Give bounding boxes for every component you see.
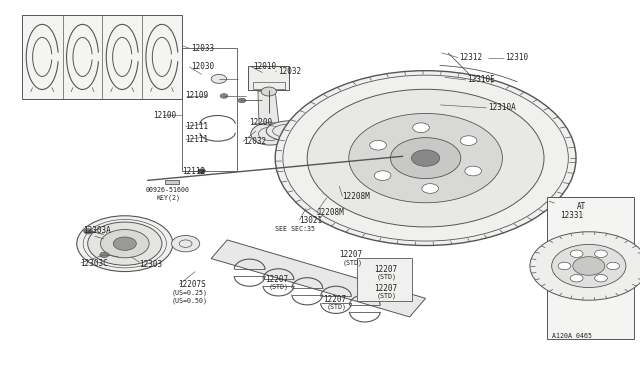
Ellipse shape (311, 142, 361, 163)
Ellipse shape (266, 121, 316, 141)
Text: 12207: 12207 (374, 265, 397, 274)
Circle shape (220, 94, 228, 98)
Text: (STD): (STD) (269, 284, 289, 291)
Circle shape (349, 113, 502, 203)
Text: 12032: 12032 (243, 137, 266, 146)
Circle shape (465, 166, 481, 176)
Text: (STD): (STD) (376, 274, 396, 280)
Circle shape (552, 244, 626, 288)
Circle shape (573, 257, 605, 275)
Circle shape (412, 150, 440, 166)
Circle shape (251, 123, 289, 145)
Bar (357, 258, 412, 301)
Circle shape (607, 262, 620, 270)
Text: 12303: 12303 (140, 260, 163, 269)
Text: 12112: 12112 (182, 167, 205, 176)
Text: 12207: 12207 (339, 250, 362, 259)
Text: (STD): (STD) (342, 259, 362, 266)
Circle shape (307, 89, 544, 227)
Text: 12310E: 12310E (467, 76, 495, 84)
Polygon shape (258, 91, 280, 130)
Text: SEE SEC:35: SEE SEC:35 (275, 226, 315, 232)
Bar (182, 48, 237, 171)
Text: 12100: 12100 (154, 111, 177, 120)
Text: 12310A: 12310A (488, 103, 515, 112)
Circle shape (275, 71, 576, 246)
Text: 13021: 13021 (299, 216, 322, 225)
Circle shape (570, 275, 583, 282)
Text: 12111: 12111 (186, 135, 209, 144)
Ellipse shape (332, 152, 382, 172)
Text: 12331: 12331 (560, 211, 583, 220)
Ellipse shape (289, 132, 339, 153)
Text: (US=0.50): (US=0.50) (172, 297, 207, 304)
Bar (165, 180, 179, 184)
Circle shape (558, 262, 571, 270)
Text: 12207: 12207 (266, 275, 289, 284)
Text: (STD): (STD) (376, 292, 396, 299)
Polygon shape (211, 240, 426, 317)
Text: 12032: 12032 (278, 67, 301, 76)
Bar (547, 197, 634, 339)
Text: 12010: 12010 (253, 62, 276, 71)
Circle shape (261, 87, 276, 96)
Text: (US=0.25): (US=0.25) (172, 290, 207, 296)
Circle shape (84, 229, 93, 234)
Text: 12109: 12109 (186, 92, 209, 100)
Text: 12303A: 12303A (83, 226, 111, 235)
Text: 00926-51600: 00926-51600 (146, 187, 190, 193)
Text: 12207: 12207 (323, 295, 346, 304)
Text: 12030: 12030 (191, 62, 214, 71)
Text: 12303C: 12303C (80, 259, 108, 267)
Circle shape (570, 250, 583, 257)
Text: 12310: 12310 (506, 53, 529, 62)
Text: 12208M: 12208M (342, 192, 370, 201)
Ellipse shape (353, 160, 403, 180)
Circle shape (530, 232, 640, 300)
Circle shape (77, 216, 173, 272)
Bar (22, 15, 182, 99)
Circle shape (413, 123, 429, 132)
Text: 12207S: 12207S (178, 280, 205, 289)
Circle shape (422, 184, 438, 193)
Bar (248, 66, 289, 90)
Text: (STD): (STD) (326, 304, 346, 310)
Circle shape (88, 222, 162, 265)
Circle shape (460, 136, 477, 145)
Circle shape (172, 235, 200, 252)
Circle shape (374, 171, 391, 180)
Text: 12207: 12207 (374, 284, 397, 293)
Text: 12033: 12033 (191, 44, 214, 53)
Circle shape (238, 98, 246, 103)
Circle shape (595, 250, 607, 257)
Circle shape (113, 237, 136, 250)
Text: A120A 0465: A120A 0465 (552, 333, 591, 339)
Circle shape (390, 138, 461, 179)
Circle shape (198, 169, 205, 173)
Text: 12200: 12200 (250, 118, 273, 127)
Text: J2208M: J2208M (317, 208, 344, 217)
Circle shape (211, 74, 227, 83)
Bar (253, 82, 285, 89)
Circle shape (370, 140, 387, 150)
Text: 12111: 12111 (186, 122, 209, 131)
Text: 12312: 12312 (460, 53, 483, 62)
Text: KEY(2): KEY(2) (157, 195, 181, 201)
Circle shape (100, 230, 149, 258)
Circle shape (100, 252, 109, 257)
Text: AT: AT (577, 202, 586, 211)
Circle shape (595, 275, 607, 282)
